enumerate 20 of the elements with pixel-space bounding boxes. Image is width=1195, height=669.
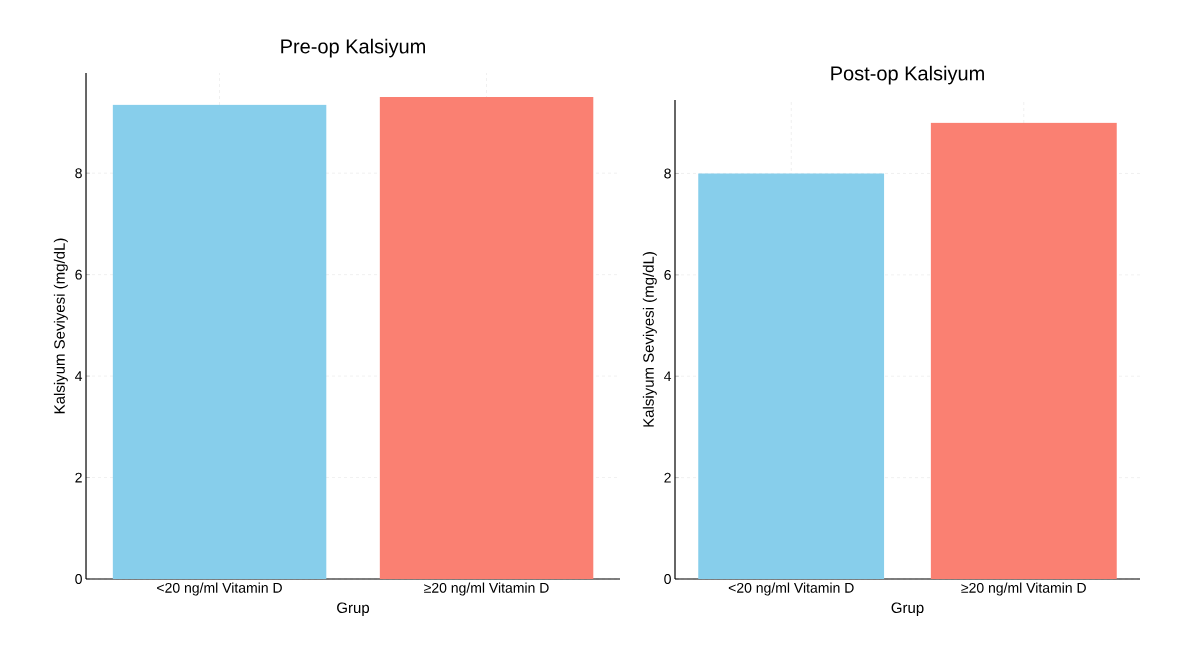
y-tick-label: 6	[664, 269, 671, 280]
x-tick-label: <20 ng/ml Vitamin D	[157, 582, 282, 596]
y-axis-title: Kalsiyum Seviyesi (mg/dL)	[53, 238, 68, 414]
chart-title: Pre-op Kalsiyum	[281, 38, 425, 58]
chart-title: Post-op Kalsiyum	[831, 65, 984, 85]
y-tick-label: 8	[664, 168, 671, 179]
y-tick-label: 2	[664, 472, 671, 483]
y-tick-label: 0	[664, 574, 671, 584]
y-tick-label: 2	[75, 472, 82, 483]
x-axis-title: Grup	[891, 602, 924, 617]
x-tick-label: <20 ng/ml Vitamin D	[728, 582, 854, 596]
x-axis-title: Grup	[337, 602, 370, 617]
y-tick-label: 4	[664, 371, 672, 382]
x-tick-label: ≥20 ng/ml Vitamin D	[424, 582, 549, 596]
y-tick-label: 8	[75, 168, 82, 179]
x-tick-label: ≥20 ng/ml Vitamin D	[961, 582, 1086, 596]
y-tick-label: 6	[75, 269, 82, 280]
y-tick-label: 4	[75, 371, 83, 381]
y-tick-label: 0	[75, 574, 82, 584]
y-axis-title: Kalsiyum Seviyesi (mg/dL)	[642, 252, 657, 427]
